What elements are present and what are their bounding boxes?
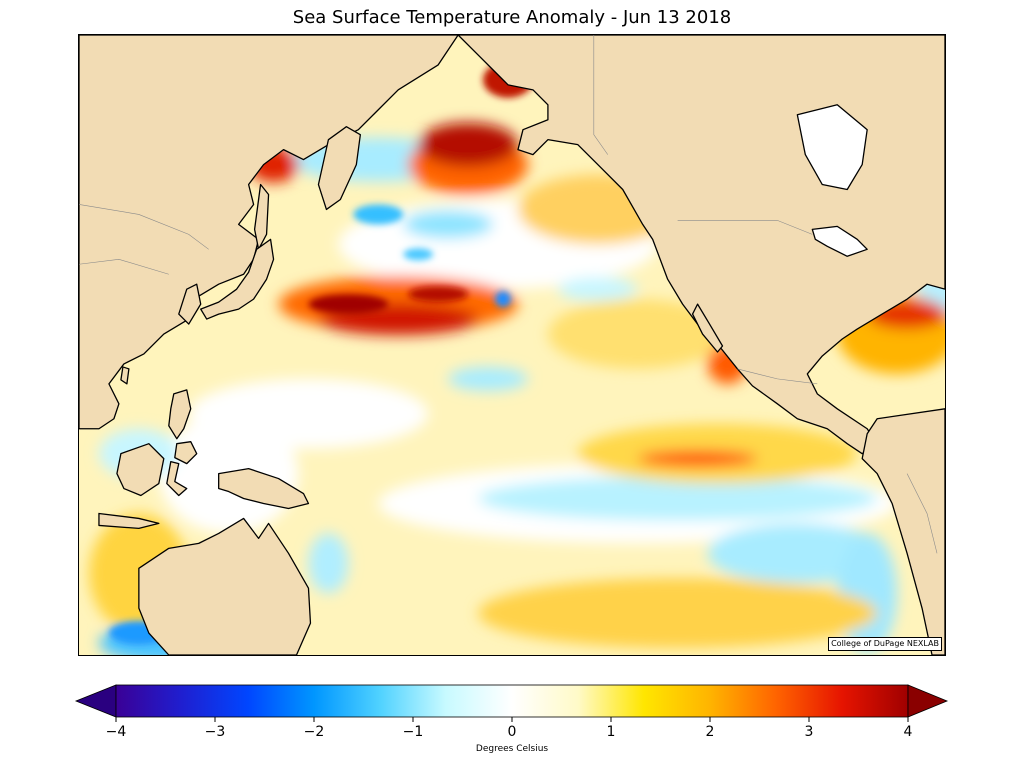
landmass-south-america bbox=[861, 408, 945, 655]
colorbar-tick-label: −1 bbox=[402, 724, 424, 740]
credit-label: College of DuPage NEXLAB bbox=[828, 637, 942, 651]
landmass-philippines bbox=[168, 389, 192, 440]
colorbar-body bbox=[115, 684, 909, 718]
colorbar-tick-label: −4 bbox=[105, 724, 127, 740]
landmass-java bbox=[98, 512, 160, 530]
landmass-new-guinea bbox=[218, 467, 310, 510]
anomaly-patch bbox=[418, 122, 518, 167]
sst-anomaly-map: College of DuPage NEXLAB bbox=[78, 34, 946, 656]
colorbar-tick-label: 2 bbox=[705, 724, 715, 740]
colorbar-gradient bbox=[74, 684, 949, 722]
colorbar-tick-label: 3 bbox=[804, 724, 814, 740]
anomaly-patch bbox=[557, 277, 638, 302]
colorbar bbox=[74, 684, 949, 722]
political-borders bbox=[79, 35, 938, 554]
anomaly-patch bbox=[478, 578, 878, 649]
colorbar-tick-label: 1 bbox=[606, 724, 616, 740]
landmass-philippines-south bbox=[174, 441, 198, 465]
colorbar-extend-low bbox=[74, 684, 117, 718]
landmass-borneo bbox=[116, 443, 165, 497]
land-masses bbox=[79, 35, 945, 655]
landmass-baja bbox=[691, 303, 724, 353]
landmass-sulawesi bbox=[166, 460, 188, 497]
anomaly-patch bbox=[403, 210, 494, 239]
anomaly-patch bbox=[353, 204, 404, 225]
colorbar-tick-label: 4 bbox=[903, 724, 913, 740]
anomaly-patch bbox=[408, 286, 469, 303]
landmass-korea bbox=[178, 283, 202, 325]
landmass-taiwan bbox=[120, 366, 130, 385]
anomaly-patch bbox=[308, 294, 389, 315]
anomaly-patch bbox=[837, 533, 898, 654]
anomaly-patch bbox=[547, 299, 728, 369]
colorbar-tick-label: −3 bbox=[204, 724, 226, 740]
landmass-japan bbox=[200, 238, 275, 320]
colorbar-tick-label: −2 bbox=[303, 724, 325, 740]
landmass-kamchatka bbox=[317, 126, 361, 211]
anomaly-patch bbox=[637, 450, 758, 467]
anomaly-patch bbox=[403, 248, 434, 261]
anomaly-patch bbox=[478, 476, 878, 521]
colorbar-extend-high bbox=[907, 684, 949, 718]
colorbar-tick-label: 0 bbox=[507, 724, 517, 740]
anomaly-patch bbox=[495, 291, 512, 308]
map-canvas bbox=[79, 35, 945, 655]
anomaly-patch bbox=[308, 533, 349, 594]
map-title: Sea Surface Temperature Anomaly - Jun 13… bbox=[292, 7, 732, 28]
landmass-australia bbox=[138, 517, 312, 655]
water-hudson-bay bbox=[796, 104, 868, 191]
anomaly-patch bbox=[448, 366, 528, 391]
landmass-sakhalin bbox=[253, 183, 270, 250]
colorbar-units-label: Degrees Celsius bbox=[475, 744, 549, 754]
water-great-lakes bbox=[811, 225, 868, 257]
